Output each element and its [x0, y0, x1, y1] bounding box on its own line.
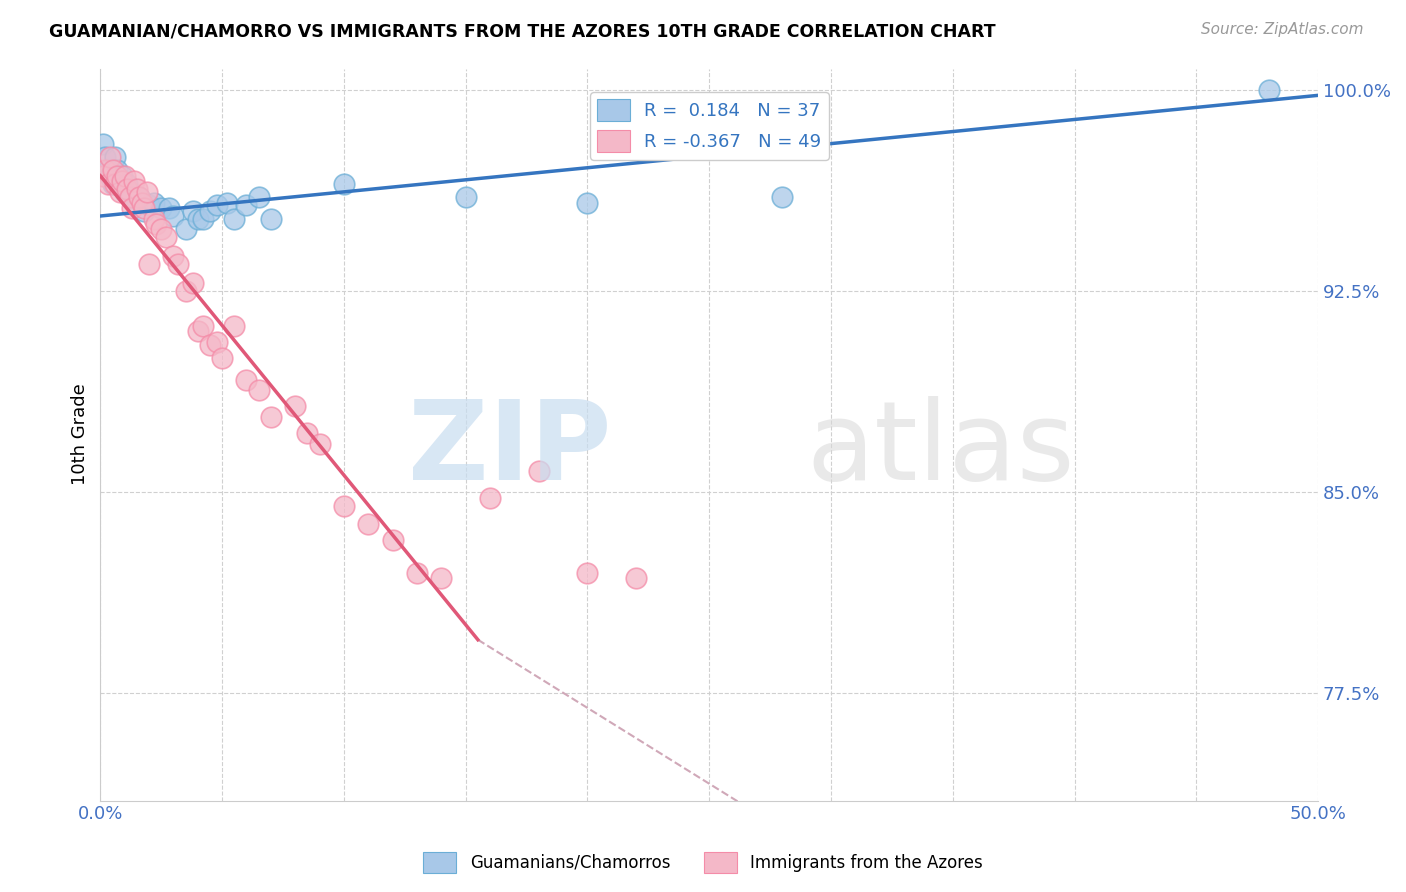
Point — [162, 209, 184, 223]
Point — [108, 185, 131, 199]
Point — [104, 150, 127, 164]
Point — [150, 201, 173, 215]
Point — [297, 426, 319, 441]
Point — [114, 169, 136, 183]
Point — [191, 318, 214, 333]
Point — [125, 182, 148, 196]
Point — [111, 169, 134, 183]
Point — [135, 185, 157, 199]
Text: GUAMANIAN/CHAMORRO VS IMMIGRANTS FROM THE AZORES 10TH GRADE CORRELATION CHART: GUAMANIAN/CHAMORRO VS IMMIGRANTS FROM TH… — [49, 22, 995, 40]
Point — [138, 257, 160, 271]
Point — [224, 318, 246, 333]
Point — [121, 190, 143, 204]
Point — [138, 198, 160, 212]
Point — [215, 195, 238, 210]
Point — [115, 177, 138, 191]
Point — [142, 195, 165, 210]
Point — [191, 211, 214, 226]
Point — [235, 198, 257, 212]
Point — [181, 276, 204, 290]
Point — [101, 163, 124, 178]
Point — [247, 384, 270, 398]
Point — [105, 169, 128, 183]
Text: ZIP: ZIP — [409, 396, 612, 503]
Point — [104, 177, 127, 191]
Point — [1258, 83, 1281, 97]
Point — [97, 177, 120, 191]
Point — [174, 222, 197, 236]
Point — [91, 169, 114, 183]
Point — [101, 177, 124, 191]
Point — [260, 410, 283, 425]
Point — [167, 257, 190, 271]
Point — [224, 211, 246, 226]
Point — [97, 163, 120, 178]
Text: atlas: atlas — [807, 396, 1076, 503]
Point — [211, 351, 233, 366]
Point — [247, 190, 270, 204]
Point — [624, 571, 647, 585]
Point — [181, 203, 204, 218]
Point — [94, 150, 117, 164]
Point — [118, 185, 141, 199]
Point — [198, 337, 221, 351]
Point — [105, 163, 128, 178]
Point — [454, 190, 477, 204]
Point — [142, 211, 165, 226]
Point — [207, 198, 229, 212]
Point — [284, 400, 307, 414]
Point — [121, 201, 143, 215]
Point — [333, 499, 356, 513]
Point — [111, 174, 134, 188]
Legend: Guamanians/Chamorros, Immigrants from the Azores: Guamanians/Chamorros, Immigrants from th… — [416, 846, 990, 880]
Point — [118, 190, 141, 204]
Point — [124, 174, 146, 188]
Point — [108, 174, 131, 188]
Point — [308, 437, 330, 451]
Legend: R =  0.184   N = 37, R = -0.367   N = 49: R = 0.184 N = 37, R = -0.367 N = 49 — [591, 92, 828, 160]
Point — [98, 150, 121, 164]
Point — [114, 185, 136, 199]
Y-axis label: 10th Grade: 10th Grade — [72, 384, 89, 485]
Point — [94, 163, 117, 178]
Point — [406, 566, 429, 580]
Point — [145, 217, 167, 231]
Point — [430, 571, 453, 585]
Point — [128, 190, 150, 204]
Point — [770, 190, 793, 204]
Point — [576, 566, 599, 580]
Point — [187, 211, 209, 226]
Point — [198, 203, 221, 218]
Point — [235, 373, 257, 387]
Point — [125, 195, 148, 210]
Point — [128, 190, 150, 204]
Point — [576, 195, 599, 210]
Point — [381, 533, 404, 548]
Point — [131, 195, 153, 210]
Point — [260, 211, 283, 226]
Point — [157, 201, 180, 215]
Point — [98, 169, 121, 183]
Point — [91, 136, 114, 151]
Point — [333, 177, 356, 191]
Point — [479, 491, 502, 505]
Point — [174, 284, 197, 298]
Point — [134, 203, 156, 218]
Point — [207, 334, 229, 349]
Point — [357, 517, 380, 532]
Text: Source: ZipAtlas.com: Source: ZipAtlas.com — [1201, 22, 1364, 37]
Point — [115, 182, 138, 196]
Point — [527, 464, 550, 478]
Point — [150, 222, 173, 236]
Point — [134, 201, 156, 215]
Point — [155, 230, 177, 244]
Point — [187, 324, 209, 338]
Point — [162, 249, 184, 263]
